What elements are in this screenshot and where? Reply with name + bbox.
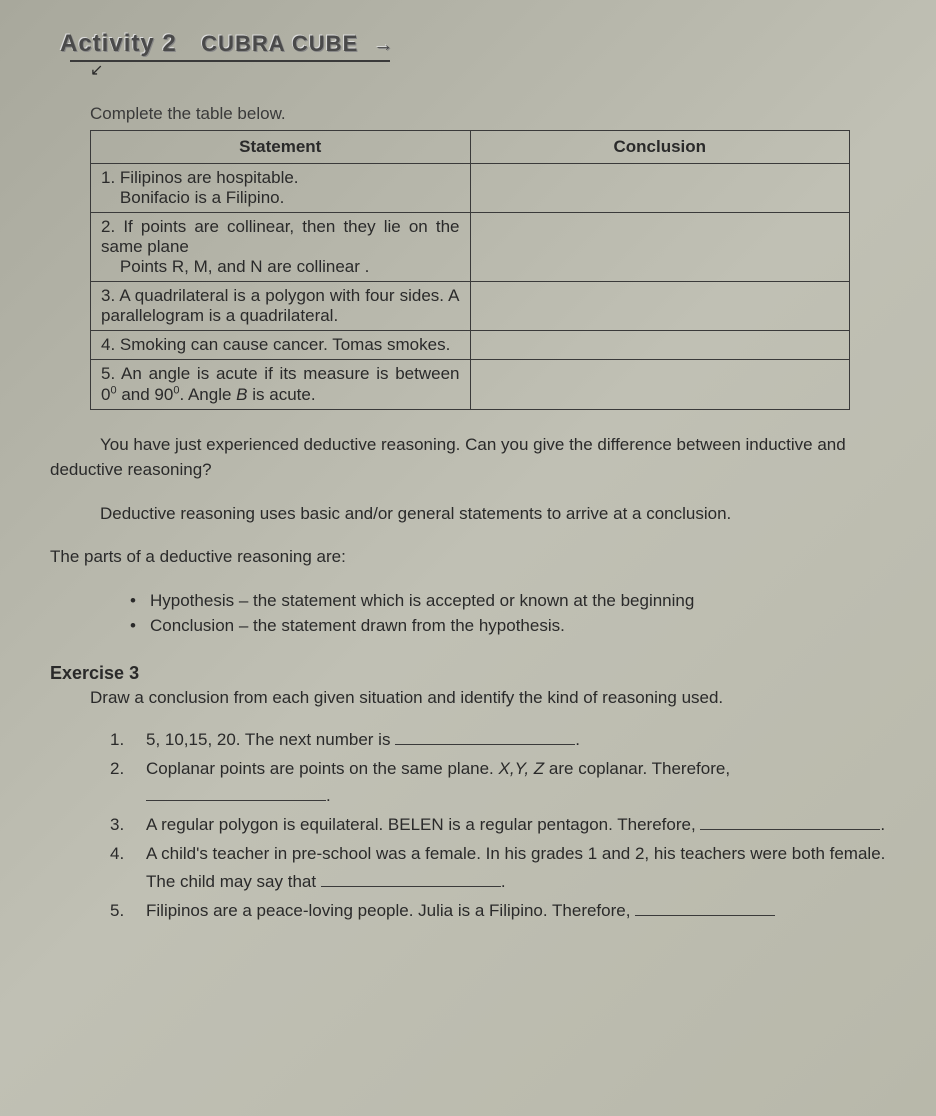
statement-line: Filipinos are hospitable. xyxy=(120,168,299,187)
item-text-before: A child's teacher in pre-school was a fe… xyxy=(146,844,885,890)
statement-conclusion-table: Statement Conclusion 1. Filipinos are ho… xyxy=(90,130,850,410)
fill-blank xyxy=(395,728,575,745)
part-text: Hypothesis – the statement which is acce… xyxy=(150,591,694,610)
fill-blank xyxy=(635,899,775,916)
fill-blank xyxy=(321,870,501,887)
statement-cell-2: 2. If points are collinear, then they li… xyxy=(91,213,471,282)
row-num: 4. xyxy=(101,335,115,354)
parts-list-item: •Hypothesis – the statement which is acc… xyxy=(130,588,896,614)
bullet-icon: • xyxy=(130,613,150,639)
item-number: 3. xyxy=(110,811,146,838)
exercise-item: 5. Filipinos are a peace-loving people. … xyxy=(110,897,896,924)
item-text: A child's teacher in pre-school was a fe… xyxy=(146,840,896,894)
table-body: 1. Filipinos are hospitable. Bonifacio i… xyxy=(91,164,850,410)
conclusion-cell-4 xyxy=(470,331,850,360)
item-text-before: 5, 10,15, 20. The next number is xyxy=(146,730,395,749)
statement-line: Points R, M, and N are collinear . xyxy=(120,257,369,276)
table-row: 4. Smoking can cause cancer. Tomas smoke… xyxy=(91,331,850,360)
item-text-after: . xyxy=(575,730,580,749)
table-row: 5. An angle is acute if its measure is b… xyxy=(91,360,850,410)
activity-title: Activity 2 xyxy=(60,30,177,58)
table-instruction: Complete the table below. xyxy=(90,104,896,124)
subtitle-text: CUBRA CUBE xyxy=(201,31,358,56)
exercise-item: 2. Coplanar points are points on the sam… xyxy=(110,755,896,809)
statement-line: If points are collinear, then they lie o… xyxy=(101,217,460,256)
item-text-before: Coplanar points are points on the same p… xyxy=(146,759,730,778)
body-text-section: You have just experienced deductive reas… xyxy=(50,432,896,639)
item-text-after: . xyxy=(501,872,506,891)
row-num: 3. xyxy=(101,286,115,305)
item-text-after: . xyxy=(880,815,885,834)
row-num: 1. xyxy=(101,168,115,187)
exercise-item: 1. 5, 10,15, 20. The next number is . xyxy=(110,726,896,753)
exercise-items: 1. 5, 10,15, 20. The next number is . 2.… xyxy=(110,726,896,924)
item-number: 1. xyxy=(110,726,146,753)
fill-blank xyxy=(700,813,880,830)
item-text: A regular polygon is equilateral. BELEN … xyxy=(146,811,896,838)
fill-blank xyxy=(146,784,326,801)
item-text: Coplanar points are points on the same p… xyxy=(146,755,896,809)
parts-list-item: •Conclusion – the statement drawn from t… xyxy=(130,613,896,639)
conclusion-cell-1 xyxy=(470,164,850,213)
arrow-right-icon: → xyxy=(373,34,394,57)
statement-line: Smoking can cause cancer. Tomas smokes. xyxy=(120,335,450,354)
paragraph-2: Deductive reasoning uses basic and/or ge… xyxy=(50,501,896,527)
exercise-title: Exercise 3 xyxy=(50,663,896,684)
header-underline xyxy=(70,60,390,62)
conclusion-cell-3 xyxy=(470,282,850,331)
activity-subtitle: CUBRA CUBE → xyxy=(201,31,394,57)
column-header-conclusion: Conclusion xyxy=(470,131,850,164)
exercise-item: 3. A regular polygon is equilateral. BEL… xyxy=(110,811,896,838)
column-header-statement: Statement xyxy=(91,131,471,164)
statement-cell-5: 5. An angle is acute if its measure is b… xyxy=(91,360,471,410)
row-num: 2. xyxy=(101,217,115,236)
parts-intro: The parts of a deductive reasoning are: xyxy=(50,544,896,570)
exercise-item: 4. A child's teacher in pre-school was a… xyxy=(110,840,896,894)
arrow-left-icon: ↙ xyxy=(90,60,103,80)
conclusion-cell-5 xyxy=(470,360,850,410)
statement-line: A quadrilateral is a polygon with four s… xyxy=(101,286,459,325)
statement-cell-4: 4. Smoking can cause cancer. Tomas smoke… xyxy=(91,331,471,360)
table-row: 2. If points are collinear, then they li… xyxy=(91,213,850,282)
table-row: 3. A quadrilateral is a polygon with fou… xyxy=(91,282,850,331)
item-text-after: . xyxy=(326,786,331,805)
exercise-instruction: Draw a conclusion from each given situat… xyxy=(90,688,896,708)
row-num: 5. xyxy=(101,364,115,383)
item-number: 2. xyxy=(110,755,146,809)
bullet-icon: • xyxy=(130,588,150,614)
statement-cell-3: 3. A quadrilateral is a polygon with fou… xyxy=(91,282,471,331)
table-row: 1. Filipinos are hospitable. Bonifacio i… xyxy=(91,164,850,213)
statement-cell-1: 1. Filipinos are hospitable. Bonifacio i… xyxy=(91,164,471,213)
table-header-row: Statement Conclusion xyxy=(91,131,850,164)
activity-header: Activity 2 CUBRA CUBE → ↙ xyxy=(60,30,896,80)
part-text: Conclusion – the statement drawn from th… xyxy=(150,616,565,635)
parts-list: •Hypothesis – the statement which is acc… xyxy=(130,588,896,639)
item-text: Filipinos are a peace-loving people. Jul… xyxy=(146,897,896,924)
item-text-before: Filipinos are a peace-loving people. Jul… xyxy=(146,901,635,920)
statement-line: An angle is acute if its measure is betw… xyxy=(101,364,460,404)
item-number: 4. xyxy=(110,840,146,894)
conclusion-cell-2 xyxy=(470,213,850,282)
item-text: 5, 10,15, 20. The next number is . xyxy=(146,726,896,753)
paragraph-1: You have just experienced deductive reas… xyxy=(50,432,896,483)
item-number: 5. xyxy=(110,897,146,924)
statement-line: Bonifacio is a Filipino. xyxy=(120,188,284,207)
item-text-before: A regular polygon is equilateral. BELEN … xyxy=(146,815,700,834)
